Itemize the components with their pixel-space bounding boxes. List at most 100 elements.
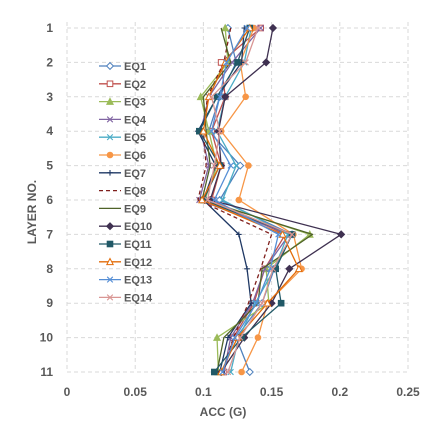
legend-item-eq7: EQ7: [99, 168, 146, 180]
legend-marker: [106, 134, 114, 141]
data-point: [254, 334, 262, 341]
data-point: [234, 59, 241, 66]
data-point: [219, 368, 226, 376]
y-tick-label: 4: [46, 124, 53, 138]
series-eq10: [206, 23, 346, 377]
legend-item-eq3: EQ3: [99, 97, 146, 109]
data-point: [231, 334, 238, 341]
legend-label: EQ2: [124, 79, 146, 91]
data-point: [225, 334, 231, 341]
data-point: [205, 162, 213, 169]
data-point: [215, 161, 224, 169]
legend-marker: [106, 151, 114, 159]
legend: EQ1 EQ2 EQ3 EQ4 EQ5 EQ6 EQ7 EQ8 EQ9 EQ10 EQ11 EQ12 E…: [99, 61, 153, 304]
legend-item-eq6: EQ6: [99, 150, 146, 162]
data-point: [245, 367, 254, 377]
legend-marker: [105, 97, 115, 105]
data-point: [224, 368, 232, 376]
legend-marker: [106, 276, 114, 283]
data-point: [232, 162, 240, 169]
legend-item-eq9: EQ9: [99, 203, 146, 215]
data-point: [277, 299, 285, 307]
data-point: [275, 231, 282, 238]
legend-marker: [107, 170, 113, 176]
data-point: [245, 162, 252, 169]
data-point: [258, 300, 266, 307]
data-point: [211, 368, 218, 376]
data-point: [211, 162, 218, 169]
legend-label: EQ10: [124, 221, 152, 233]
legend-marker: [106, 116, 114, 123]
data-point: [196, 92, 205, 101]
data-point: [337, 230, 346, 239]
data-point: [235, 196, 243, 204]
legend-label: EQ5: [124, 132, 146, 144]
data-point: [213, 333, 222, 341]
data-point: [241, 25, 248, 31]
x-tick-label: 0.05: [124, 385, 148, 399]
x-tick-label: 0.25: [396, 385, 420, 399]
data-point: [268, 23, 278, 33]
legend-label: EQ9: [124, 203, 146, 215]
legend-marker: [106, 80, 114, 88]
y-axis-title: LAYER NO.: [25, 180, 39, 244]
data-point: [221, 23, 230, 32]
y-tick-label: 10: [40, 331, 54, 345]
data-point: [219, 196, 226, 204]
legend-item-eq11: EQ11: [99, 239, 152, 251]
x-tick-label: 0.15: [260, 385, 284, 399]
data-point: [285, 264, 294, 273]
data-point: [263, 298, 272, 307]
data-point: [269, 265, 277, 272]
series-eq14: [204, 24, 296, 376]
data-point: [257, 24, 264, 32]
legend-label: EQ7: [124, 168, 146, 180]
legend-label: EQ8: [124, 186, 146, 198]
legend-item-eq12: EQ12: [99, 257, 152, 269]
data-point: [294, 264, 303, 273]
y-tick-label: 2: [46, 55, 53, 69]
data-point: [262, 58, 271, 67]
data-point: [236, 231, 242, 238]
series-lines: [195, 23, 346, 377]
data-point: [254, 24, 262, 32]
data-point: [237, 334, 244, 341]
data-point: [221, 92, 230, 101]
data-point: [204, 196, 211, 204]
legend-label: EQ11: [124, 239, 152, 251]
data-point: [243, 24, 251, 32]
data-point: [244, 266, 250, 272]
legend-marker: [105, 257, 115, 266]
series-eq8: [197, 27, 273, 373]
data-point: [198, 195, 207, 204]
data-point: [216, 128, 223, 135]
tick-labels: 0 0.05 0.1 0.15 0.2 0.25 1 2 3 4 5 6 7 8 9 10 11: [40, 21, 420, 399]
data-point: [288, 231, 296, 238]
data-point: [242, 93, 249, 101]
series-line: [197, 27, 273, 373]
data-point: [253, 300, 260, 307]
y-tick-label: 3: [46, 90, 53, 104]
y-tick-label: 5: [46, 159, 53, 173]
legend-label: EQ12: [124, 257, 152, 269]
legend-marker: [106, 294, 114, 301]
legend-item-eq10: EQ10: [99, 221, 152, 233]
legend-item-eq5: EQ5: [99, 132, 146, 144]
legend-label: EQ14: [124, 292, 153, 304]
y-tick-label: 7: [46, 227, 53, 241]
y-tick-label: 6: [46, 193, 53, 207]
legend-item-eq13: EQ13: [99, 275, 152, 287]
y-tick-label: 8: [46, 262, 53, 276]
data-point: [227, 162, 234, 169]
x-axis-title: ACC (G): [200, 405, 247, 419]
y-tick-label: 11: [40, 365, 53, 379]
legend-label: EQ4: [124, 114, 147, 126]
data-point: [242, 59, 249, 66]
data-point: [223, 59, 230, 66]
data-point: [208, 93, 215, 100]
legend-label: EQ6: [124, 150, 146, 162]
y-tick-label: 1: [46, 21, 53, 35]
data-point: [216, 93, 223, 100]
legend-label: EQ3: [124, 97, 146, 109]
